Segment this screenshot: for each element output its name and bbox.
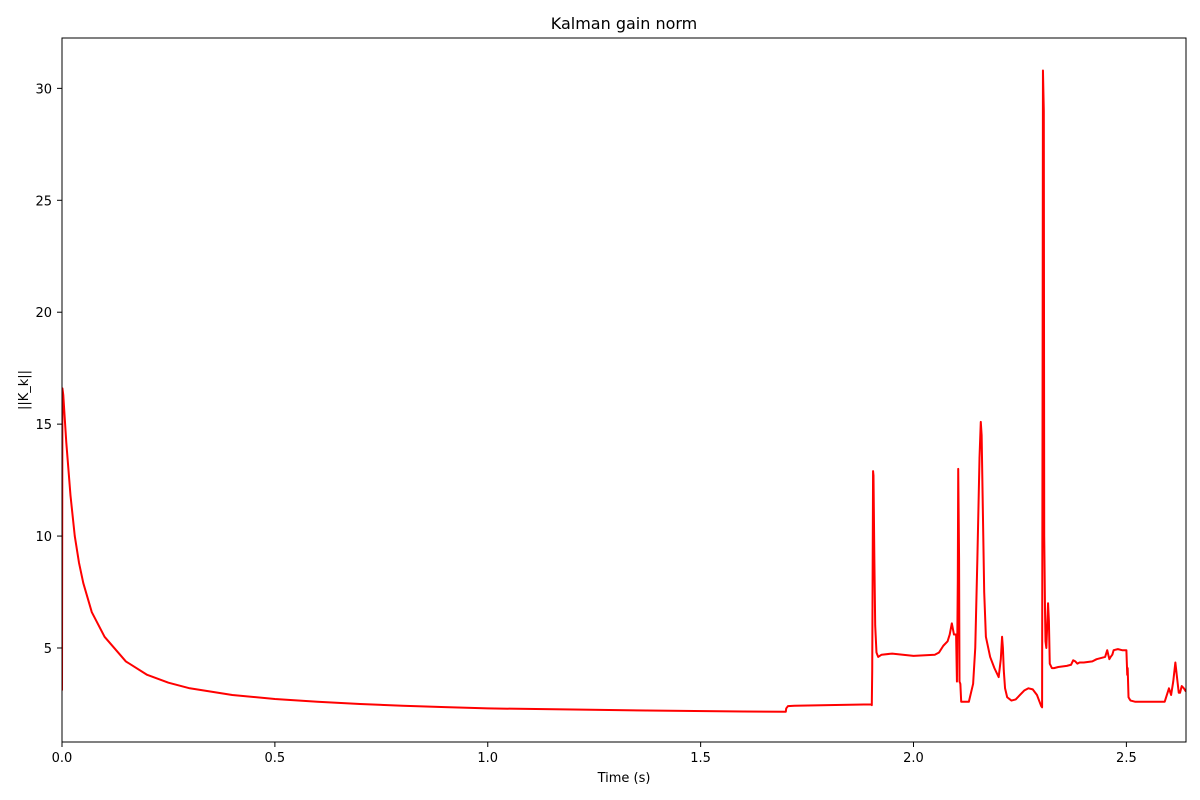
x-tick-label: 1.5 bbox=[690, 751, 711, 766]
x-axis-ticks: 0.0 0.5 1.0 1.5 2.0 2.5 bbox=[52, 742, 1137, 766]
x-tick-label: 2.5 bbox=[1116, 751, 1137, 766]
y-tick-label: 15 bbox=[35, 418, 52, 433]
x-tick-label: 0.5 bbox=[265, 751, 286, 766]
x-tick-label: 2.0 bbox=[903, 751, 924, 766]
plot-area bbox=[62, 69, 1186, 713]
y-tick-label: 5 bbox=[44, 642, 52, 657]
series-line-0 bbox=[62, 69, 1186, 713]
y-tick-label: 25 bbox=[35, 194, 52, 209]
x-axis-label: Time (s) bbox=[597, 771, 651, 786]
chart-title: Kalman gain norm bbox=[551, 14, 698, 33]
x-tick-label: 1.0 bbox=[477, 751, 498, 766]
y-tick-label: 10 bbox=[35, 530, 52, 545]
axes-frame bbox=[61, 37, 1187, 743]
y-axis-ticks: 5 10 15 20 25 30 bbox=[35, 82, 62, 657]
y-axis-label: ||K_k|| bbox=[17, 370, 32, 410]
y-tick-label: 30 bbox=[35, 82, 52, 97]
y-tick-label: 20 bbox=[35, 306, 52, 321]
x-tick-label: 0.0 bbox=[52, 751, 73, 766]
